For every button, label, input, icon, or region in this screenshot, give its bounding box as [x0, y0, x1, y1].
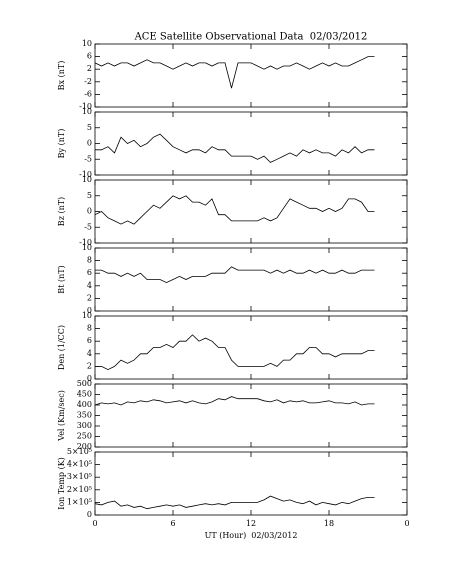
panel-frame [94, 315, 408, 380]
panel-frame [94, 111, 408, 176]
y-tick-label: 4 [87, 281, 92, 290]
y-tick-label: -10 [79, 170, 92, 179]
y-tick-label: -6 [84, 89, 92, 98]
y-tick-label: 6 [87, 52, 92, 61]
y-tick-label: 6 [87, 268, 92, 277]
y-tick-label: 2 [87, 293, 92, 302]
y-tick-label: 500 [77, 379, 92, 388]
data-line [94, 195, 375, 225]
y-tick-label: 10 [82, 243, 92, 252]
y-tick-label: -10 [79, 102, 92, 111]
y-tick-label: 2 [87, 361, 92, 370]
y-axis-label: Bx (nT) [57, 61, 66, 91]
y-axis-label: Bt (nT) [57, 265, 66, 293]
y-tick-label: 5 [87, 191, 92, 200]
y-tick-label: 400 [77, 400, 92, 409]
y-tick-label: 8 [87, 256, 92, 265]
y-tick-label: -10 [79, 238, 92, 247]
y-tick-label: 3×10⁵ [67, 472, 92, 481]
y-tick-label: -5 [84, 222, 92, 231]
y-axis-label: Vel (Km/sec) [57, 390, 66, 442]
y-tick-label: 10 [82, 175, 92, 184]
y-tick-label: 0 [87, 374, 92, 383]
y-tick-label: 4×10⁵ [67, 460, 92, 469]
data-line [94, 495, 375, 510]
y-tick-label: 4 [87, 349, 92, 358]
x-tick-label: 0 [404, 519, 409, 528]
y-tick-label: 250 [77, 432, 92, 441]
data-line [94, 56, 375, 89]
y-tick-label: 2×10⁵ [67, 485, 92, 494]
y-axis-label: Ion Temp (K) [57, 457, 66, 510]
y-tick-label: 6 [87, 336, 92, 345]
y-axis-label: By (nT) [57, 129, 66, 159]
y-tick-label: 1×10⁵ [67, 497, 92, 506]
x-tick-label: 6 [170, 519, 175, 528]
y-tick-label: 350 [77, 411, 92, 420]
panel-frame [94, 451, 408, 516]
x-tick-label: 18 [324, 519, 334, 528]
y-tick-label: -2 [84, 77, 92, 86]
y-tick-label: 10 [82, 311, 92, 320]
y-tick-label: 5 [87, 123, 92, 132]
y-tick-label: 0 [87, 306, 92, 315]
x-tick-label: 0 [92, 519, 97, 528]
data-line [95, 334, 375, 371]
y-tick-label: 2 [87, 64, 92, 73]
data-line [95, 133, 375, 163]
y-axis-label: Den (1/CC) [57, 325, 66, 370]
y-tick-label: 8 [87, 324, 92, 333]
data-line [94, 396, 375, 406]
data-line [95, 266, 375, 284]
y-tick-label: 0 [87, 510, 92, 519]
panel-frame [94, 43, 408, 108]
x-axis-label: UT (Hour) 02/03/2012 [205, 531, 298, 540]
y-tick-label: 10 [82, 107, 92, 116]
y-tick-label: 10 [82, 39, 92, 48]
y-axis-label: Bz (nT) [57, 197, 66, 226]
y-tick-label: 300 [77, 421, 92, 430]
y-tick-label: 450 [77, 390, 92, 399]
panel-frame [94, 247, 408, 312]
y-tick-label: 5×10⁵ [67, 447, 92, 456]
y-tick-label: 0 [87, 139, 92, 148]
panel-frame [94, 179, 408, 244]
y-tick-label: 0 [87, 207, 92, 216]
chart-title: ACE Satellite Observational Data 02/03/2… [134, 32, 368, 43]
y-tick-label: 200 [77, 442, 92, 451]
panel-frame [94, 383, 408, 448]
x-tick-label: 12 [246, 519, 256, 528]
y-tick-label: -5 [84, 154, 92, 163]
